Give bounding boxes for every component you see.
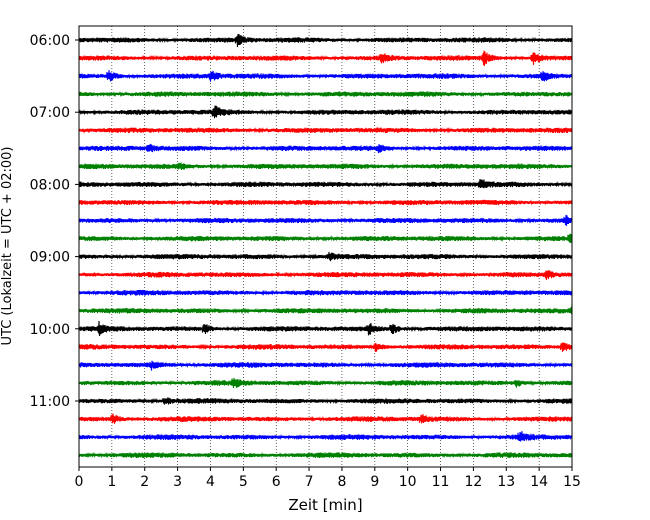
trace-6 xyxy=(78,143,573,154)
trace-19 xyxy=(78,377,573,389)
trace-12 xyxy=(78,251,573,262)
x-tick-label: 12 xyxy=(464,474,482,490)
x-tick-label: 15 xyxy=(563,474,581,490)
trace-22 xyxy=(78,431,573,442)
x-tick-label: 14 xyxy=(530,474,548,490)
x-tick-label: 1 xyxy=(107,474,116,490)
trace-21 xyxy=(78,413,573,424)
x-tick-label: 13 xyxy=(497,474,515,490)
trace-7 xyxy=(78,162,573,171)
x-tick-label: 2 xyxy=(140,474,149,490)
y-tick-label: 10:00 xyxy=(30,322,70,338)
trace-20 xyxy=(78,397,573,405)
x-tick-label: 3 xyxy=(173,474,182,490)
trace-3 xyxy=(78,90,573,98)
trace-2 xyxy=(78,70,573,82)
y-tick-label: 11:00 xyxy=(30,394,70,410)
x-axis: 0 1 2 3 4 5 6 7 8 9 10 11 12 13 14 15 xyxy=(75,467,581,490)
trace-17 xyxy=(78,342,573,352)
trace-14 xyxy=(78,289,573,296)
trace-15 xyxy=(78,303,573,315)
trace-5 xyxy=(78,127,573,134)
trace-8 xyxy=(78,178,573,189)
trace-16 xyxy=(78,320,573,337)
x-tick-label: 11 xyxy=(432,474,450,490)
x-tick-label: 6 xyxy=(272,474,281,490)
y-tick-label: 08:00 xyxy=(30,177,70,193)
x-axis-label: Zeit [min] xyxy=(288,496,362,514)
y-axis-label: UTC (Lokalzeit = UTC + 02:00) xyxy=(0,147,15,346)
y-axis: 06:00 07:00 08:00 09:00 10:00 11:00 xyxy=(30,33,79,410)
plot-frame xyxy=(78,25,573,468)
y-tick-label: 09:00 xyxy=(30,250,70,266)
trace-23 xyxy=(78,451,573,459)
x-tick-label: 9 xyxy=(370,474,379,490)
x-tick-label: 10 xyxy=(399,474,417,490)
y-tick-label: 07:00 xyxy=(30,105,70,121)
plot-area xyxy=(79,26,572,467)
trace-13 xyxy=(78,270,573,281)
x-tick-label: 7 xyxy=(305,474,314,490)
x-tick-label: 0 xyxy=(75,474,84,490)
trace-9 xyxy=(78,199,573,206)
trace-0 xyxy=(78,33,573,48)
x-tick-label: 8 xyxy=(337,474,346,490)
trace-4 xyxy=(78,105,573,119)
trace-layer xyxy=(78,33,573,459)
y-tick-label: 06:00 xyxy=(30,33,70,49)
x-tick-label: 5 xyxy=(239,474,248,490)
trace-11 xyxy=(78,233,573,244)
trace-10 xyxy=(78,214,573,226)
trace-1 xyxy=(78,50,573,66)
x-tick-label: 4 xyxy=(206,474,215,490)
trace-18 xyxy=(78,360,573,371)
